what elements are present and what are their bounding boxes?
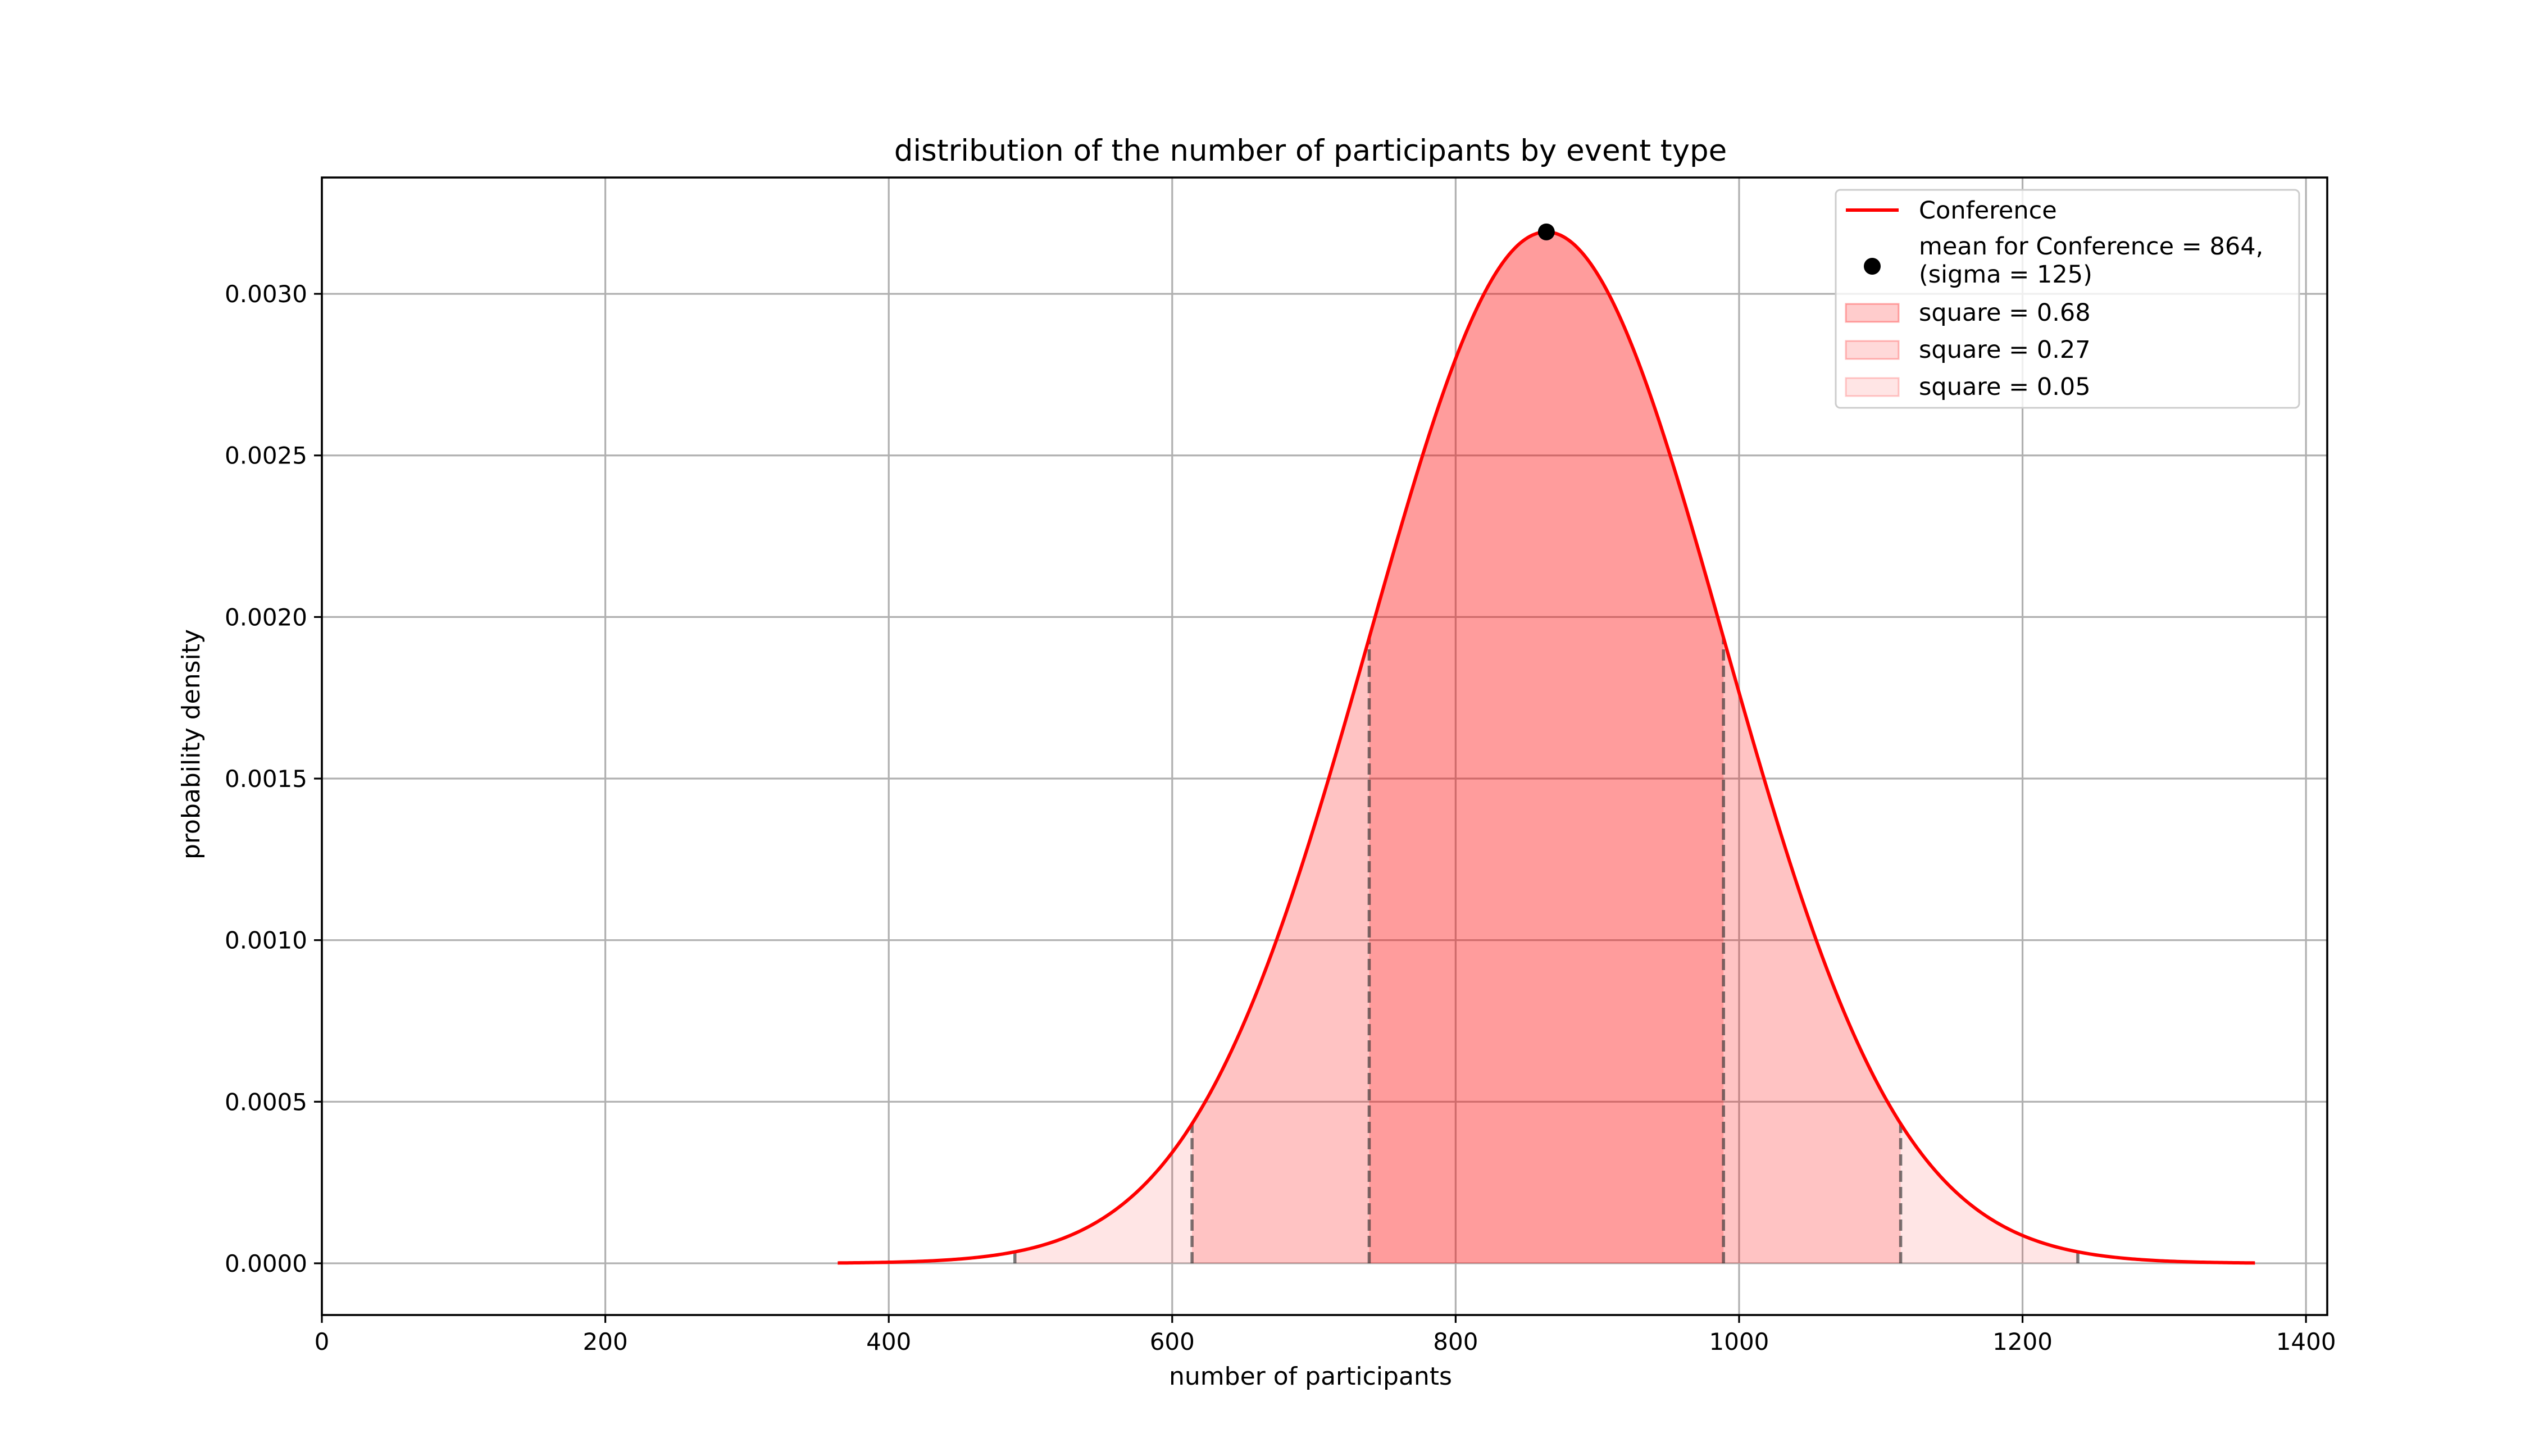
mean-point-marker bbox=[1537, 223, 1555, 240]
x-tick-label: 400 bbox=[866, 1328, 911, 1355]
legend-label: mean for Conference = 864, bbox=[1919, 233, 2263, 261]
band-area-0 bbox=[1369, 231, 1724, 1263]
y-axis-label: probability density bbox=[177, 629, 206, 859]
legend-label: square = 0.68 bbox=[1919, 299, 2091, 327]
boundary-lines bbox=[1013, 638, 2080, 1263]
y-tick-label: 0.0015 bbox=[225, 765, 307, 793]
legend-handle-patch bbox=[1845, 377, 1900, 397]
x-axis-label: number of participants bbox=[1169, 1362, 1452, 1391]
legend-label: square = 0.05 bbox=[1919, 373, 2091, 401]
y-tick-label: 0.0005 bbox=[225, 1088, 307, 1116]
legend-handle-marker bbox=[1864, 258, 1881, 275]
y-tick-label: 0.0000 bbox=[225, 1250, 307, 1277]
legend-label: (sigma = 125) bbox=[1919, 261, 2092, 289]
x-tick-label: 800 bbox=[1433, 1328, 1478, 1355]
legend: Conference mean for Conference = 864,(sig… bbox=[1835, 189, 2300, 409]
x-tick-label: 200 bbox=[583, 1328, 628, 1355]
y-tick-label: 0.0030 bbox=[225, 280, 307, 308]
ticks-layer: 0 200 400 600 800 1000 1200 1400 0.0000 0.0005 0.0… bbox=[225, 280, 2336, 1355]
band-area-2 bbox=[1014, 231, 2078, 1263]
y-tick-label: 0.0020 bbox=[225, 603, 307, 631]
x-tick-label: 1000 bbox=[1709, 1328, 1769, 1355]
chart-title: distribution of the number of participan… bbox=[894, 134, 1727, 168]
legend-label: Conference bbox=[1919, 197, 2057, 225]
x-tick-label: 1200 bbox=[1992, 1328, 2053, 1355]
y-tick-label: 0.0010 bbox=[225, 927, 307, 954]
legend-handle-patch bbox=[1845, 340, 1900, 360]
grid-layer bbox=[321, 178, 2327, 1315]
x-tick-label: 1400 bbox=[2276, 1328, 2336, 1355]
x-tick-label: 600 bbox=[1150, 1328, 1195, 1355]
y-tick-label: 0.0025 bbox=[225, 442, 307, 470]
axes-frame bbox=[321, 176, 2328, 1316]
bands-layer bbox=[1014, 231, 2078, 1263]
series-layer bbox=[838, 223, 2255, 1265]
band-area-1 bbox=[1192, 231, 1901, 1263]
legend-label: square = 0.27 bbox=[1919, 336, 2091, 364]
x-tick-label: 0 bbox=[315, 1328, 330, 1355]
plot-frame bbox=[321, 176, 2328, 1316]
legend-handle-patch bbox=[1845, 303, 1900, 323]
legend-box bbox=[1835, 189, 2300, 409]
